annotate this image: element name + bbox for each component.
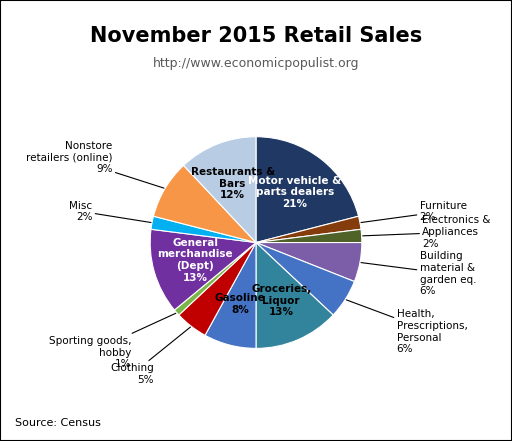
Text: Building
material &
garden eq.
6%: Building material & garden eq. 6% bbox=[361, 251, 476, 296]
Text: Electronics &
Appliances
2%: Electronics & Appliances 2% bbox=[362, 216, 490, 249]
Text: Gasoline
8%: Gasoline 8% bbox=[215, 293, 266, 315]
Wedge shape bbox=[179, 243, 256, 335]
Text: http://www.economicpopulist.org: http://www.economicpopulist.org bbox=[153, 57, 359, 70]
Text: Furniture
2%: Furniture 2% bbox=[361, 201, 466, 223]
Wedge shape bbox=[183, 137, 256, 243]
Wedge shape bbox=[175, 243, 256, 315]
Wedge shape bbox=[256, 137, 358, 243]
Wedge shape bbox=[150, 229, 256, 310]
Text: Misc
2%: Misc 2% bbox=[69, 201, 151, 223]
Text: Clothing
5%: Clothing 5% bbox=[110, 327, 190, 385]
Wedge shape bbox=[256, 229, 362, 243]
Wedge shape bbox=[256, 216, 361, 243]
Text: Restaurants &
Bars
12%: Restaurants & Bars 12% bbox=[190, 167, 274, 200]
Text: Groceries,
Liquor
13%: Groceries, Liquor 13% bbox=[251, 284, 311, 318]
Wedge shape bbox=[256, 243, 354, 315]
Wedge shape bbox=[205, 243, 256, 348]
Wedge shape bbox=[154, 165, 256, 243]
Text: Source: Census: Source: Census bbox=[15, 418, 101, 428]
Text: General
merchandise
(Dept)
13%: General merchandise (Dept) 13% bbox=[157, 238, 233, 283]
Text: Sporting goods,
hobby
1%: Sporting goods, hobby 1% bbox=[49, 313, 176, 369]
Wedge shape bbox=[151, 216, 256, 243]
Wedge shape bbox=[256, 243, 362, 281]
Text: November 2015 Retail Sales: November 2015 Retail Sales bbox=[90, 26, 422, 46]
Text: Health,
Prescriptions,
Personal
6%: Health, Prescriptions, Personal 6% bbox=[346, 300, 467, 354]
Text: Motor vehicle &
parts dealers
21%: Motor vehicle & parts dealers 21% bbox=[248, 176, 342, 209]
Text: Nonstore
retailers (online)
9%: Nonstore retailers (online) 9% bbox=[26, 141, 164, 188]
Wedge shape bbox=[256, 243, 333, 348]
